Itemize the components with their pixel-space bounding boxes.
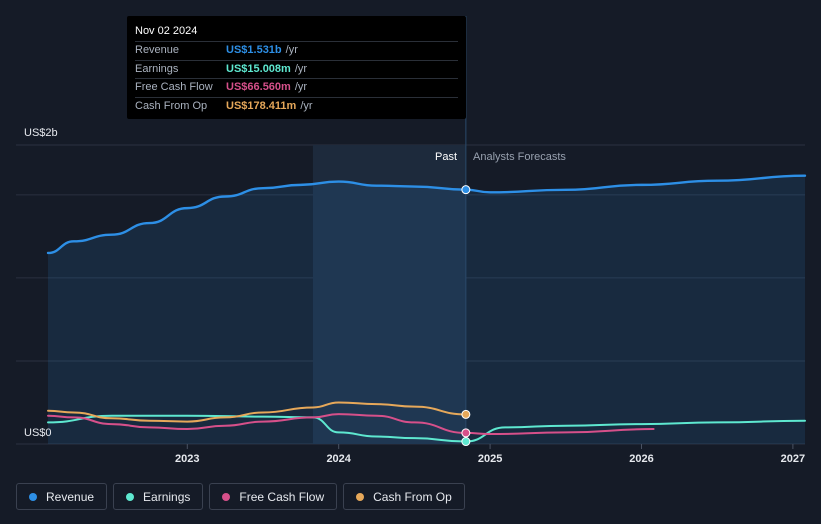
legend-item-revenue[interactable]: Revenue (16, 483, 108, 510)
tooltip-label: Cash From Op (135, 99, 208, 112)
data-point-marker-2 (461, 428, 471, 438)
tooltip-unit: /yr (285, 44, 298, 56)
x-axis-ticks: 2023 2024 2025 2026 2027 (175, 444, 805, 465)
data-point-marker-1 (461, 409, 471, 419)
chart-legend: Revenue Earnings Free Cash Flow Cash Fro… (16, 483, 465, 510)
data-point-marker-0 (461, 185, 471, 195)
legend-label: Free Cash Flow (239, 489, 325, 504)
y-axis-bottom-label: US$0 (24, 427, 52, 439)
tooltip-value: US$66.560m (226, 81, 291, 93)
legend-dot-icon (222, 492, 231, 501)
legend-item-cash-from-op[interactable]: Cash From Op (343, 483, 465, 510)
x-tick-label: 2024 (326, 453, 351, 465)
tooltip-row-cash-from-op: Cash From Op US$178.411m /yr (135, 98, 458, 116)
series-line-1 (464, 174, 807, 194)
y-axis-top-label: US$2b (24, 127, 58, 139)
legend-label: Cash From Op (373, 489, 452, 504)
tooltip-row-revenue: Revenue US$1.531b /yr (135, 42, 458, 61)
legend-dot-icon (356, 492, 365, 501)
tooltip-label: Revenue (135, 44, 180, 56)
legend-label: Earnings (143, 489, 191, 504)
legend-label: Revenue (46, 489, 95, 504)
legend-item-earnings[interactable]: Earnings (113, 483, 204, 510)
tooltip-date: Nov 02 2024 (135, 23, 458, 42)
tooltip-label: Earnings (135, 62, 179, 75)
tooltip-value: US$178.411m (226, 99, 297, 112)
chart-markers (461, 185, 471, 447)
tooltip-row-free-cash-flow: Free Cash Flow US$66.560m /yr (135, 79, 458, 98)
series-line-0 (46, 180, 468, 255)
tooltip-label: Free Cash Flow (135, 81, 213, 93)
x-tick-label: 2026 (629, 453, 653, 465)
tooltip-unit: /yr (300, 99, 313, 112)
chart-lines (46, 174, 807, 443)
tooltip-row-earnings: Earnings US$15.008m /yr (135, 61, 458, 79)
series-area-1 (465, 175, 805, 444)
data-tooltip: Nov 02 2024 Revenue US$1.531b /yr Earnin… (127, 16, 466, 119)
legend-dot-icon (126, 492, 135, 501)
x-tick-label: 2027 (781, 453, 805, 465)
legend-item-free-cash-flow[interactable]: Free Cash Flow (209, 483, 338, 510)
data-point-marker-3 (461, 437, 471, 447)
forecast-label: Analysts Forecasts (473, 151, 566, 163)
tooltip-value: US$15.008m (226, 62, 291, 75)
tooltip-unit: /yr (294, 62, 308, 75)
past-label: Past (435, 151, 457, 163)
x-tick-label: 2025 (478, 453, 502, 465)
series-line-4 (47, 413, 467, 434)
x-tick-label: 2023 (175, 453, 199, 465)
past-highlight-region (312, 145, 466, 444)
chart-areas (48, 175, 805, 445)
series-line-5 (464, 428, 655, 436)
series-area-0 (48, 181, 466, 445)
tooltip-value: US$1.531b (226, 44, 282, 56)
series-line-6 (47, 401, 467, 423)
tooltip-unit: /yr (294, 81, 308, 93)
series-line-3 (464, 419, 806, 443)
legend-dot-icon (29, 492, 37, 501)
